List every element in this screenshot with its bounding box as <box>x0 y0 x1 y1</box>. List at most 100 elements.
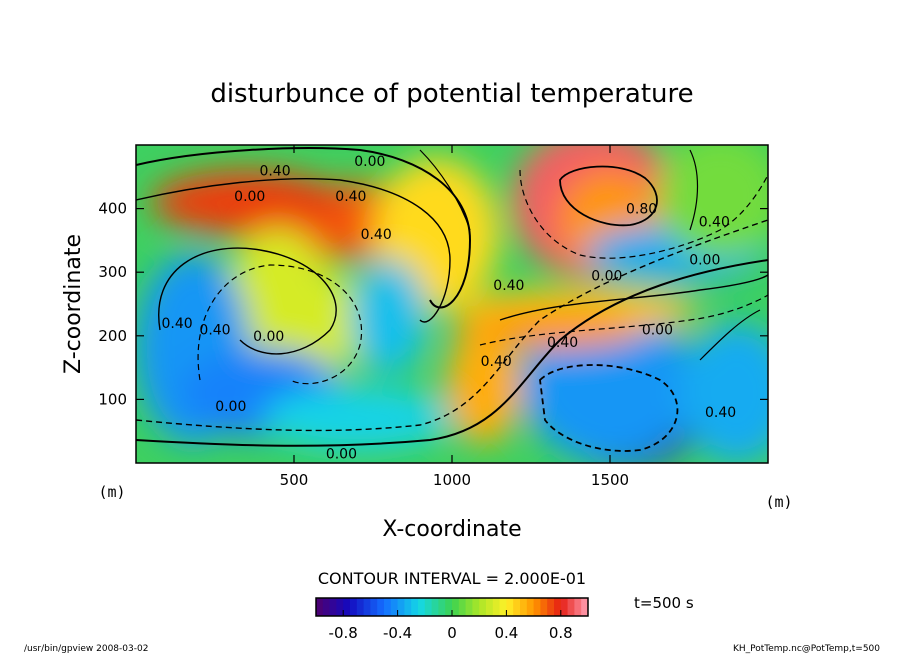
contour-label: 0.80 <box>626 202 657 218</box>
contour-line <box>689 149 699 231</box>
colorbar-tick-label: 0.8 <box>549 624 573 642</box>
field-blob <box>262 386 453 451</box>
contour-labels: 0.40 0.00 0.00 0.40 0.40 0.80 0.40 0.00 0.00 0.40… <box>161 154 736 463</box>
colorbar-cell <box>581 598 589 616</box>
contour-line <box>519 169 768 259</box>
contour-label: 0.00 <box>642 322 673 338</box>
contour-label: 0.40 <box>493 278 524 294</box>
x-axis-label: X-coordinate <box>382 517 521 542</box>
footer-left: /usr/bin/gpview 2008-03-02 <box>24 644 148 654</box>
colorbar-cell <box>329 598 337 616</box>
field-blob <box>151 170 342 235</box>
colorbar-cell <box>560 598 569 616</box>
chart-title: disturbunce of potential temperature <box>210 79 693 109</box>
contour-label: 0.40 <box>547 335 578 351</box>
colorbar-cell <box>343 598 351 616</box>
colorbar-cell <box>438 598 446 616</box>
contour-line <box>136 219 768 432</box>
contour-line <box>158 247 337 355</box>
contour-label: 0.40 <box>259 163 290 179</box>
contour-label: 0.40 <box>335 189 366 205</box>
colorbar-cell <box>377 598 385 616</box>
y-axis-label: Z-coordinate <box>61 234 86 374</box>
field-blob <box>445 329 522 444</box>
colorbar-cell <box>384 598 392 616</box>
colorbar-cell <box>445 598 453 616</box>
colorbar-cell <box>533 598 541 616</box>
colorbar-cell <box>520 598 528 616</box>
y-tick-label: 300 <box>98 263 127 281</box>
contour-label: 0.00 <box>689 252 720 268</box>
contour-label: 0.00 <box>234 189 265 205</box>
contour-line <box>699 309 761 361</box>
colorbar-cell <box>418 598 426 616</box>
colorbar-cell <box>526 598 535 616</box>
colorbar-cell <box>465 598 473 616</box>
plot-area: 0.40 0.00 0.00 0.40 0.40 0.80 0.40 0.00 0.00 0.40… <box>136 145 768 463</box>
contour-line <box>559 165 658 227</box>
colorbar-cell <box>506 598 514 616</box>
contour-label: 0.00 <box>253 329 284 345</box>
colorbar-cell <box>492 598 501 616</box>
colorbar-cell <box>390 598 399 616</box>
footer-right: KH_PotTemp.nc@PotTemp,t=500 <box>733 644 880 654</box>
colorbar-cell <box>513 598 521 616</box>
contour-line <box>419 149 471 231</box>
contour-label: 0.40 <box>161 316 192 332</box>
colorbar-cell <box>336 598 344 616</box>
y-tick-label: 100 <box>98 390 127 408</box>
contour-label: 0.40 <box>199 322 230 338</box>
colorbar-cell <box>479 598 487 616</box>
colorbar-cell <box>322 598 331 616</box>
x-axis: 500 1000 1500 <box>280 145 629 489</box>
contour-label: 0.40 <box>699 214 730 230</box>
colorbar-cell <box>350 598 358 616</box>
colorbar-tick-label: -0.4 <box>383 624 412 642</box>
contour-lines <box>136 147 768 452</box>
y-tick-label: 400 <box>98 200 127 218</box>
colorbar-cell <box>397 598 405 616</box>
colorbar-tick-label: 0 <box>447 624 457 642</box>
field-blob <box>679 323 768 463</box>
contour-interval-text: CONTOUR INTERVAL = 2.000E-01 <box>318 569 586 588</box>
field-blob <box>657 145 768 260</box>
colorbar-ticks: -0.8 -0.4 0 0.4 0.8 <box>329 610 573 642</box>
contour-label: 0.00 <box>591 268 622 284</box>
colorbar-cell <box>499 598 507 616</box>
y-axis: 100 200 300 400 <box>98 200 768 408</box>
x-unit-left: (m) <box>98 483 125 501</box>
colorbar-cell <box>424 598 433 616</box>
x-tick-label: 1500 <box>591 471 629 489</box>
colorbar-cell <box>472 598 480 616</box>
contour-line <box>499 274 768 321</box>
contour-label: 0.40 <box>481 354 512 370</box>
field-blobs <box>136 145 768 463</box>
colorbar-cell <box>363 598 371 616</box>
colorbar-cell <box>431 598 439 616</box>
field-blob <box>350 259 427 374</box>
contour-label: 0.00 <box>215 399 246 415</box>
colorbar-cell <box>411 598 419 616</box>
contour-line <box>136 259 768 447</box>
colorbar-cell <box>316 598 324 616</box>
colorbar-tick-label: -0.8 <box>329 624 358 642</box>
contour-label: 0.40 <box>361 227 392 243</box>
contour-label: 0.00 <box>354 154 385 170</box>
colorbar-cell <box>356 598 365 616</box>
y-tick-label: 200 <box>98 327 127 345</box>
x-tick-label: 500 <box>280 471 309 489</box>
contour-line <box>136 147 472 309</box>
contour-line <box>479 294 768 346</box>
x-unit-right: (m) <box>765 493 792 511</box>
time-text: t=500 s <box>634 594 694 612</box>
colorbar-cell <box>370 598 378 616</box>
contour-label: 0.40 <box>705 405 736 421</box>
colorbar-cell <box>567 598 575 616</box>
contour-line <box>136 178 451 323</box>
colorbar-cell <box>554 598 562 616</box>
colorbar-cell <box>486 598 494 616</box>
colorbar-cell <box>547 598 555 616</box>
contour-line <box>197 264 363 385</box>
colorbar-cell <box>458 598 467 616</box>
